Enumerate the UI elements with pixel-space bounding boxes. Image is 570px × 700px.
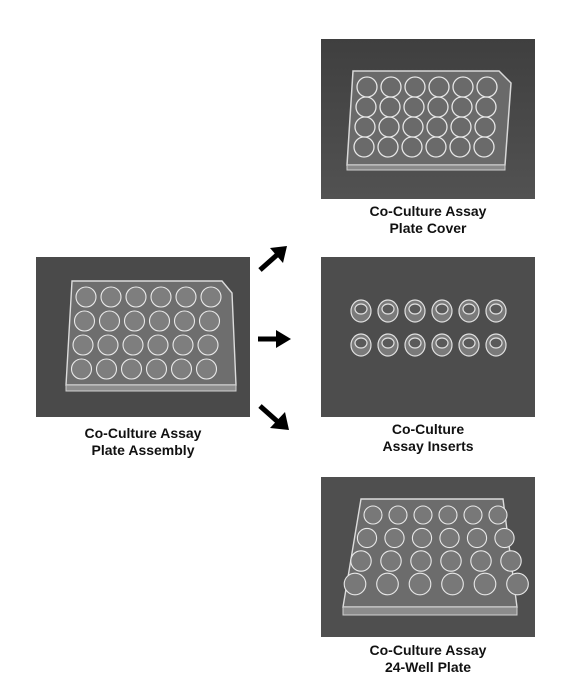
plate-well (384, 527, 405, 549)
assay-insert-rim (435, 337, 449, 349)
assay-insert-rim (408, 303, 422, 315)
24-well-plate-photo (321, 477, 535, 637)
assembly-well (72, 334, 94, 356)
plate-cover-caption-line2: Plate Cover (389, 220, 467, 236)
assembly-well (200, 286, 222, 308)
assembly-well (70, 358, 93, 380)
24-well-plate-caption-line1: Co-Culture Assay (369, 642, 487, 658)
plate-well (411, 527, 433, 549)
plate-well (463, 505, 483, 525)
assay-insert-rim (462, 337, 476, 349)
assembly-well (195, 358, 218, 380)
plate-assembly-illustration (36, 257, 250, 417)
plate-well (376, 572, 399, 596)
plate-assembly-caption: Co-Culture Assay Plate Assembly (36, 425, 250, 459)
plate-cover-illustration (321, 39, 535, 199)
arrow-down-right (256, 402, 292, 432)
cover-well (425, 136, 447, 158)
assembly-well (73, 310, 96, 332)
plate-assembly-caption-line2: Plate Assembly (91, 442, 195, 458)
plate-well (356, 527, 378, 549)
plate-well (439, 527, 460, 549)
plate-well (441, 572, 464, 596)
assembly-well (198, 310, 221, 332)
assay-inserts-photo (321, 257, 535, 417)
assembly-well (175, 286, 197, 308)
24-well-plate-caption: Co-Culture Assay 24-Well Plate (321, 642, 535, 676)
plate-well (438, 505, 458, 525)
assembly-well (120, 358, 143, 380)
arrow-right (256, 328, 292, 350)
assembly-well (123, 310, 146, 332)
assay-insert-rim (489, 337, 503, 349)
plate-well (466, 527, 488, 549)
plate-well (494, 527, 515, 549)
assay-insert-rim (381, 303, 395, 315)
assembly-well (172, 334, 194, 356)
assay-insert-rim (354, 337, 368, 349)
assay-insert-rim (489, 303, 503, 315)
assembly-well (100, 286, 122, 308)
assembly-well (95, 358, 118, 380)
plate-cover-caption-line1: Co-Culture Assay (369, 203, 487, 219)
assembly-well (173, 310, 196, 332)
plate-well (410, 550, 432, 572)
assembly-well (148, 310, 171, 332)
assembly-well (122, 334, 144, 356)
assay-inserts-illustration (321, 257, 535, 417)
assay-insert-rim (462, 303, 476, 315)
assay-insert-rim (408, 337, 422, 349)
plate-well (350, 550, 372, 572)
plate-well (380, 550, 402, 572)
arrow-up-right (256, 244, 290, 274)
assembly-well (147, 334, 169, 356)
cover-well (353, 136, 375, 158)
plate-well (413, 505, 433, 525)
assay-inserts-caption-line2: Assay Inserts (382, 438, 474, 454)
plate-well (408, 572, 432, 596)
assay-inserts-caption-line1: Co-Culture (391, 421, 465, 437)
assay-insert-rim (381, 337, 395, 349)
24-well-plate-illustration (321, 477, 535, 637)
assembly-well (170, 358, 193, 380)
plate-well (363, 505, 383, 525)
assembly-well (125, 286, 147, 308)
plate-well (343, 572, 367, 596)
assembly-well (98, 310, 121, 332)
assembly-well (197, 334, 219, 356)
assembly-well (145, 358, 168, 380)
plate-assembly-photo (36, 257, 250, 417)
cover-well (449, 136, 471, 158)
24-well-plate-caption-line2: 24-Well Plate (384, 659, 472, 675)
plate-well (473, 572, 497, 596)
assembly-well (75, 286, 97, 308)
plate-cover-photo (321, 39, 535, 199)
assembly-well (97, 334, 119, 356)
assay-inserts-caption: Co-Culture Assay Inserts (321, 421, 535, 455)
cover-well (377, 136, 399, 158)
assay-insert-rim (435, 303, 449, 315)
plate-assembly-caption-line1: Co-Culture Assay (84, 425, 202, 441)
assay-insert-rim (354, 303, 368, 315)
plate-well (500, 550, 522, 572)
plate-well (488, 505, 508, 525)
assembly-well (150, 286, 172, 308)
cover-well (401, 136, 423, 158)
plate-well (388, 505, 408, 525)
cover-well (473, 136, 495, 158)
plate-well (470, 550, 492, 572)
plate-well (440, 550, 462, 572)
plate-well (506, 572, 529, 596)
plate-cover-caption: Co-Culture Assay Plate Cover (321, 203, 535, 237)
